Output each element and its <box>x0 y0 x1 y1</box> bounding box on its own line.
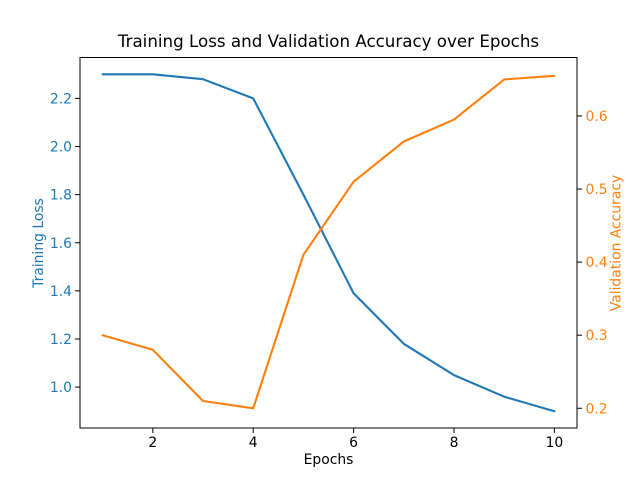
y-axis-right-ticks: 0.2 0.3 0.4 0.5 0.6 <box>577 109 608 417</box>
y-left-tick-label: 1.0 <box>50 380 72 396</box>
y-right-tick-label: 0.2 <box>586 401 608 417</box>
y-left-tick-label: 2.0 <box>50 140 72 156</box>
training-loss-line <box>101 73 556 413</box>
x-tick-label: 4 <box>249 435 258 451</box>
y-left-tick-label: 1.2 <box>50 332 72 348</box>
series-lines <box>101 73 556 413</box>
y-left-tick-label: 1.6 <box>50 236 72 252</box>
y-right-tick-label: 0.3 <box>586 328 608 344</box>
y-left-tick-label: 1.8 <box>50 188 72 204</box>
validation-accuracy-line <box>101 74 556 410</box>
x-tick-label: 10 <box>546 435 564 451</box>
y-right-tick-label: 0.6 <box>586 109 608 125</box>
y-left-tick-label: 2.2 <box>50 91 72 107</box>
y-right-tick-label: 0.5 <box>586 182 608 198</box>
x-tick-label: 8 <box>450 435 459 451</box>
y-left-tick-label: 1.4 <box>50 284 72 300</box>
y-axis-left-ticks: 1.0 1.2 1.4 1.6 1.8 2.0 2.2 <box>50 91 80 396</box>
y-axis-label-left: Training Loss <box>31 198 47 289</box>
x-tick-label: 6 <box>349 435 358 451</box>
y-axis-label-right: Validation Accuracy <box>609 175 625 311</box>
x-axis-ticks: 2 4 6 8 10 <box>148 428 563 451</box>
x-tick-label: 2 <box>148 435 157 451</box>
x-axis-label: Epochs <box>304 452 354 468</box>
chart-title: Training Loss and Validation Accuracy ov… <box>117 31 539 51</box>
y-right-tick-label: 0.4 <box>586 255 608 271</box>
